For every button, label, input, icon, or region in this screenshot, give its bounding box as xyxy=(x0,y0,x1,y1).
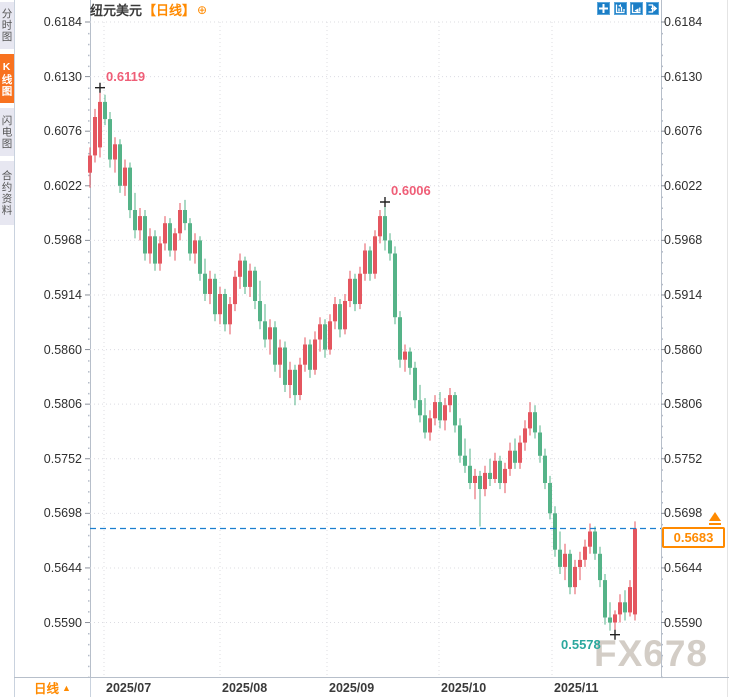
y-axis-label: 0.5914 xyxy=(664,287,703,302)
y-axis-label: 0.5590 xyxy=(664,615,703,630)
y-axis-label: 0.5806 xyxy=(43,397,82,412)
crosshair-move-icon[interactable] xyxy=(597,2,610,15)
y-axis-label: 0.5752 xyxy=(664,451,703,466)
right-price-axis: 0.6184 0.6130 0.6076 0.6022 0.5968 0.5914 0.58… xyxy=(664,0,724,677)
chart-title: 纽元美元 【日线】 ⊕ xyxy=(90,2,208,18)
window-right-edge xyxy=(727,0,728,697)
x-axis-label: 2025/10 xyxy=(441,681,487,695)
plot-bottom-border xyxy=(14,677,729,678)
low-annotation: 0.5578 xyxy=(561,636,601,652)
tab-lightning-chart[interactable]: 闪电图 xyxy=(0,108,14,156)
fit-chart-icon[interactable] xyxy=(614,2,627,15)
y-axis-label: 0.6184 xyxy=(664,15,703,29)
y-axis-label: 0.6022 xyxy=(664,178,703,193)
dropdown-arrow-icon: ▲ xyxy=(62,682,71,693)
y-axis-label: 0.6076 xyxy=(664,124,703,139)
y-axis-label: 0.6022 xyxy=(43,178,82,193)
x-axis-label: 2025/08 xyxy=(222,681,268,695)
symbol-name: 纽元美元 xyxy=(90,3,143,18)
y-axis-label: 0.6076 xyxy=(43,124,82,139)
peak-annotation: 0.6006 xyxy=(391,182,431,198)
y-axis-label: 0.5806 xyxy=(664,397,703,412)
y-axis-label: 0.5752 xyxy=(43,451,82,466)
plot-left-border xyxy=(90,0,91,677)
tab-time-chart[interactable]: 分时图 xyxy=(0,2,14,49)
x-axis-label: 2025/07 xyxy=(106,681,152,695)
tab-contract-info[interactable]: 合约资料 xyxy=(0,161,14,225)
y-axis-label: 0.5698 xyxy=(43,506,82,521)
current-price-box: 0.5683 xyxy=(662,527,725,548)
play-chart-icon[interactable] xyxy=(630,2,643,15)
y-axis-label: 0.5698 xyxy=(664,506,703,521)
y-axis-label: 0.6130 xyxy=(43,69,82,84)
chart-toolbar xyxy=(597,2,662,15)
price-alert-marker-icon xyxy=(709,512,721,521)
y-axis-label: 0.5860 xyxy=(43,342,82,357)
exit-chart-icon[interactable] xyxy=(646,2,659,15)
add-indicator-icon[interactable]: ⊕ xyxy=(197,2,208,17)
high-annotation: 0.6119 xyxy=(106,68,146,84)
y-axis-label: 0.5914 xyxy=(43,287,82,302)
x-axis-label: 2025/09 xyxy=(329,681,375,695)
watermark: FX678 xyxy=(594,633,709,674)
price-alert-marker-base xyxy=(709,523,721,525)
y-axis-label: 0.5968 xyxy=(664,233,703,248)
y-axis-label: 0.5644 xyxy=(664,560,703,575)
period-label: 日线 xyxy=(34,682,60,696)
period-tag: 【日线】 xyxy=(143,3,196,18)
y-axis-label: 0.5860 xyxy=(664,342,703,357)
period-selector[interactable]: 日线 ▲ xyxy=(15,678,91,697)
sidebar: 分时图 K线图 闪电图 合约资料 xyxy=(0,0,14,697)
x-axis-label: 2025/11 xyxy=(554,681,599,695)
y-axis-label: 0.5644 xyxy=(43,560,82,575)
y-axis-label: 0.6184 xyxy=(43,15,82,29)
panel-divider xyxy=(14,0,15,697)
y-axis-label: 0.6130 xyxy=(664,69,703,84)
y-axis-label: 0.5968 xyxy=(43,233,82,248)
tab-kline-chart[interactable]: K线图 xyxy=(0,54,14,103)
left-price-axis: 0.6184 0.6130 0.6076 0.6022 0.5968 0.5914 0.58… xyxy=(0,0,85,677)
y-axis-label: 0.5590 xyxy=(43,615,82,630)
